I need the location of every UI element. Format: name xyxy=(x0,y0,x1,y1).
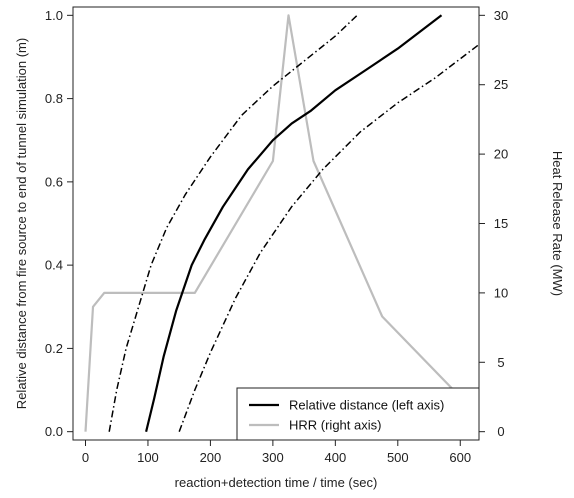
y-right-tick-label: 25 xyxy=(494,77,508,92)
y-left-tick-label: 0.8 xyxy=(45,91,63,106)
y-right-tick-label: 0 xyxy=(497,424,504,439)
y-left-tick-label: 0.4 xyxy=(45,258,63,273)
y-left-tick-label: 0.6 xyxy=(45,174,63,189)
x-tick-label: 500 xyxy=(387,450,409,465)
series-line-hrr xyxy=(84,14,462,432)
y-right-axis-title: Heat Release Rate (MW) xyxy=(550,151,565,296)
y-left-tick-label: 0.0 xyxy=(45,424,63,439)
y-right-tick-label: 5 xyxy=(497,355,504,370)
x-axis-title: reaction+detection time / time (sec) xyxy=(175,475,378,490)
y-left-tick-label: 1.0 xyxy=(45,8,63,23)
x-tick-label: 400 xyxy=(324,450,346,465)
y-right-tick-label: 10 xyxy=(494,285,508,300)
x-tick-label: 0 xyxy=(82,450,89,465)
series-line-relative-distance xyxy=(145,14,443,432)
y-left-tick-label: 0.2 xyxy=(45,341,63,356)
x-tick-label: 200 xyxy=(200,450,222,465)
y-right-tick-label: 15 xyxy=(494,216,508,231)
legend-label-relative-distance: Relative distance (left axis) xyxy=(289,398,444,413)
series-layer xyxy=(84,14,479,432)
x-tick-label: 100 xyxy=(137,450,159,465)
y-right-tick-label: 20 xyxy=(494,147,508,162)
series-line-upper-bound xyxy=(108,14,358,432)
x-tick-label: 300 xyxy=(262,450,284,465)
y-left-axis-title: Relative distance from fire source to en… xyxy=(14,38,29,409)
axis-layer: 0 100 200 300 400 500 600 0.0 0.2 0.4 0.6 0.8 1.0 0 5 1… xyxy=(45,8,508,465)
y-right-tick-label: 30 xyxy=(494,8,508,23)
series-line-lower-bound xyxy=(178,43,479,432)
legend: Relative distance (left axis) HRR (right… xyxy=(236,387,480,441)
legend-label-hrr: HRR (right axis) xyxy=(289,418,381,433)
x-tick-label: 600 xyxy=(449,450,471,465)
legend-box xyxy=(236,387,480,441)
